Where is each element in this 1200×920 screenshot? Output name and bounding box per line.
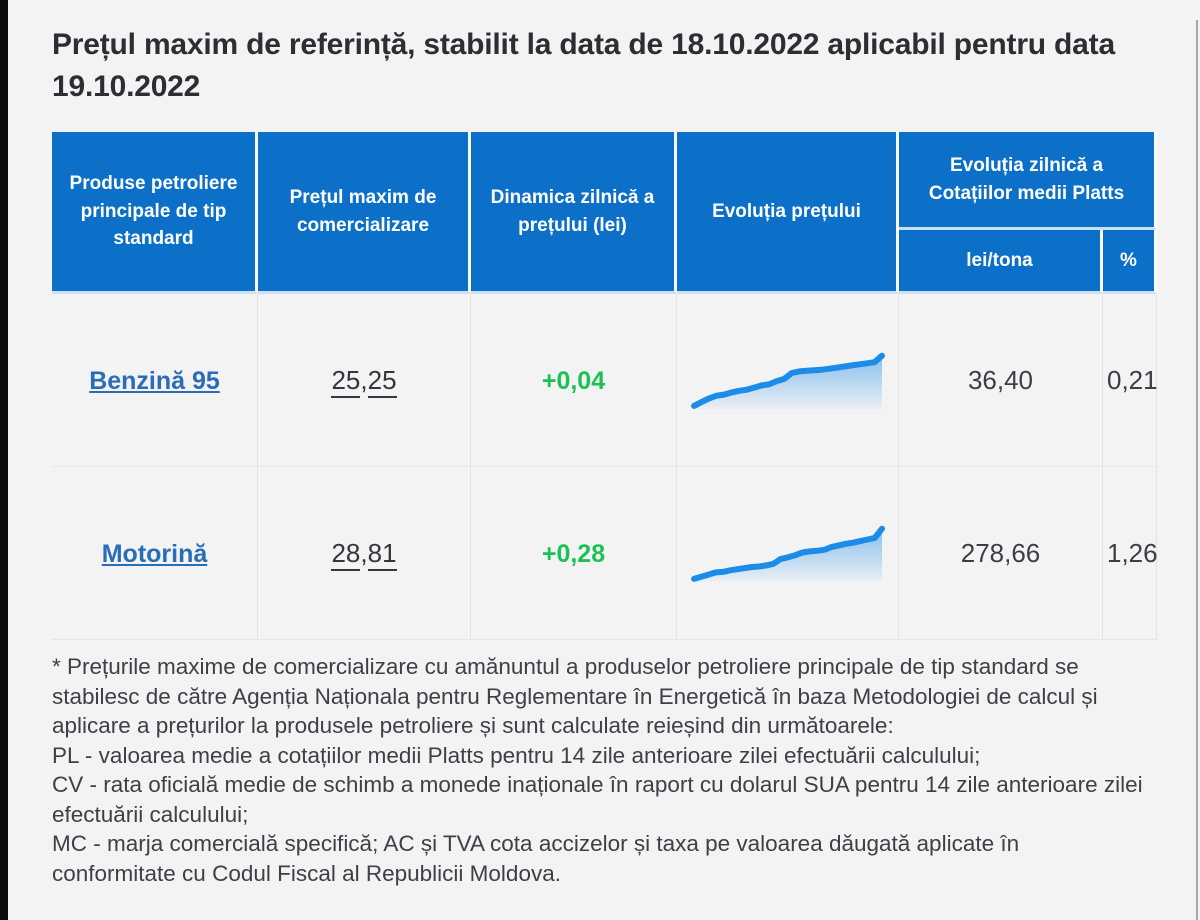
daily-dynamic-cell: +0,04 [471,294,677,467]
platts-lei-value: 278,66 [960,537,1041,568]
footnote-cv: CV - rata oficială medie de schimb a mon… [52,772,1143,827]
header-daily-dynamic: Dinamica zilnică a prețului (lei) [471,132,677,294]
price-evolution-cell [677,467,899,640]
max-price-value[interactable]: 25,25 [331,364,397,398]
page-right-border [1196,20,1198,920]
left-edge-bar [0,0,8,920]
header-product: Produse petroliere principale de tip sta… [52,132,258,294]
daily-dynamic-value: +0,28 [541,539,606,568]
price-evolution-sparkline [690,343,886,411]
product-link-motorina[interactable]: Motorină [101,539,208,568]
max-price-cell: 25,25 [258,294,471,467]
footnote-pl: PL - valoarea medie a cotațiilor medii P… [52,742,981,768]
header-platts-pct: % [1103,230,1158,294]
price-evolution-sparkline [690,516,886,584]
table-row-motorina: Motorină 28,81 +0,28 278,66 1,26 [52,467,1158,640]
price-evolution-cell [677,294,899,467]
page-content: Prețul maxim de referință, stabilit la d… [52,24,1162,888]
header-platts-lei: lei/tona [899,230,1103,294]
platts-lei-cell: 36,40 [899,294,1103,467]
product-link-benzina-95[interactable]: Benzină 95 [89,366,220,395]
daily-dynamic-value: +0,04 [541,366,606,395]
product-cell: Benzină 95 [52,294,258,467]
platts-pct-cell: 1,26 [1103,467,1158,640]
max-price-cell: 28,81 [258,467,471,640]
platts-pct-value: 1,26 [1107,537,1158,568]
daily-dynamic-cell: +0,28 [471,467,677,640]
header-price-evolution: Evoluția prețului [677,132,899,294]
platts-lei-cell: 278,66 [899,467,1103,640]
platts-lei-value: 36,40 [967,364,1034,395]
footnote-mc: MC - marja comercială specifică; AC și T… [52,831,1020,886]
header-platts-group: Evoluția zilnică a Cotațiilor medii Plat… [899,132,1158,230]
fuel-prices-table: Produse petroliere principale de tip sta… [52,132,1158,640]
header-max-price: Prețul maxim de comercializare [258,132,471,294]
platts-pct-value: 0,21 [1107,364,1158,395]
footnote-asterisk: * Prețurile maxime de comercializare cu … [52,654,1098,738]
product-cell: Motorină [52,467,258,640]
footnotes: * Prețurile maxime de comercializare cu … [52,652,1148,888]
table-row-benzina-95: Benzină 95 25,25 +0,04 36,40 0,21 [52,294,1158,467]
page-title: Prețul maxim de referință, stabilit la d… [52,28,1115,103]
platts-pct-cell: 0,21 [1103,294,1158,467]
max-price-value[interactable]: 28,81 [331,537,397,571]
